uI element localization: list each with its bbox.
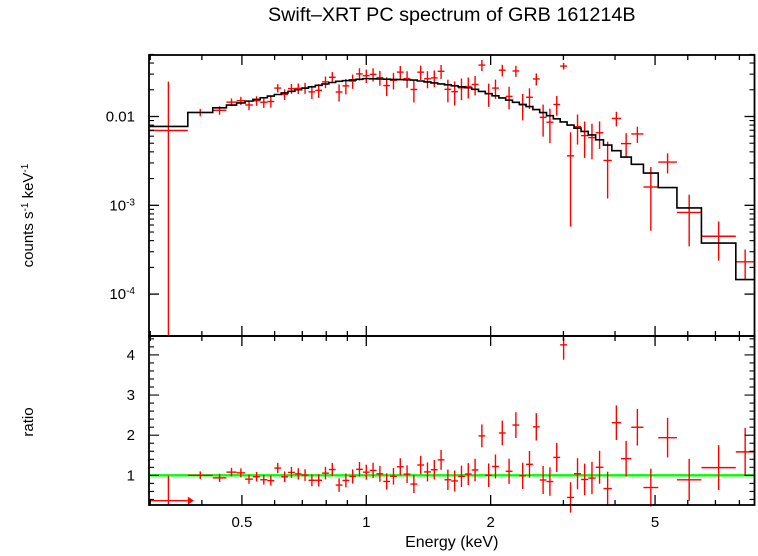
svg-text:3: 3 [127, 387, 135, 404]
svg-text:ratio: ratio [20, 407, 37, 436]
svg-text:10-4: 10-4 [109, 286, 135, 304]
svg-text:1: 1 [127, 467, 135, 484]
svg-text:5: 5 [651, 514, 659, 531]
svg-text:4: 4 [127, 347, 135, 364]
svg-text:2: 2 [486, 514, 494, 531]
svg-text:0.01: 0.01 [106, 109, 135, 126]
svg-text:10-3: 10-3 [109, 197, 135, 215]
svg-text:2: 2 [127, 427, 135, 444]
svg-text:counts s-1 keV-1: counts s-1 keV-1 [20, 163, 38, 267]
svg-text:Energy (keV): Energy (keV) [405, 534, 498, 551]
svg-text:1: 1 [362, 514, 370, 531]
svg-text:0.5: 0.5 [231, 514, 252, 531]
